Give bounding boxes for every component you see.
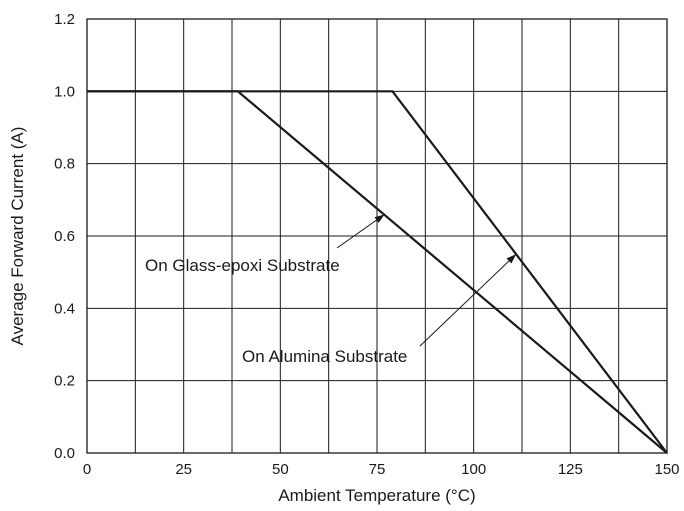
annotation-label: On Glass-epoxi Substrate [145, 256, 340, 275]
x-tick-label: 125 [558, 461, 583, 478]
grid [87, 19, 667, 453]
annotation-leader [419, 253, 517, 347]
y-tick-labels: 0.0 0.2 0.4 0.6 0.8 1.0 1.2 [54, 11, 75, 462]
y-tick-label: 0.6 [54, 228, 75, 245]
annotations: On Glass-epoxi Substrate On Alumina Subst… [145, 213, 517, 366]
x-tick-label: 0 [83, 461, 91, 478]
x-tick-labels: 0 25 50 75 100 125 150 [83, 461, 680, 478]
arrowhead-icon [374, 214, 385, 223]
series-line-2 [87, 90, 668, 454]
y-tick-label: 1.0 [54, 83, 75, 100]
series-group [87, 90, 668, 454]
x-tick-label: 100 [461, 461, 486, 478]
y-tick-label: 0.4 [54, 300, 75, 317]
x-tick-label: 75 [369, 461, 386, 478]
y-tick-label: 1.2 [54, 11, 75, 28]
y-tick-label: 0.0 [54, 445, 75, 462]
x-tick-label: 25 [175, 461, 192, 478]
x-axis-label: Ambient Temperature (°C) [278, 486, 475, 505]
plot-frame [86, 18, 668, 454]
y-axis-label: Average Forward Current (A) [8, 127, 27, 346]
x-tick-label: 150 [654, 461, 679, 478]
y-tick-label: 0.8 [54, 156, 75, 173]
x-tick-label: 50 [272, 461, 289, 478]
y-tick-label: 0.2 [54, 373, 75, 390]
arrowhead-icon [506, 254, 517, 264]
annotation-label: On Alumina Substrate [242, 347, 407, 366]
